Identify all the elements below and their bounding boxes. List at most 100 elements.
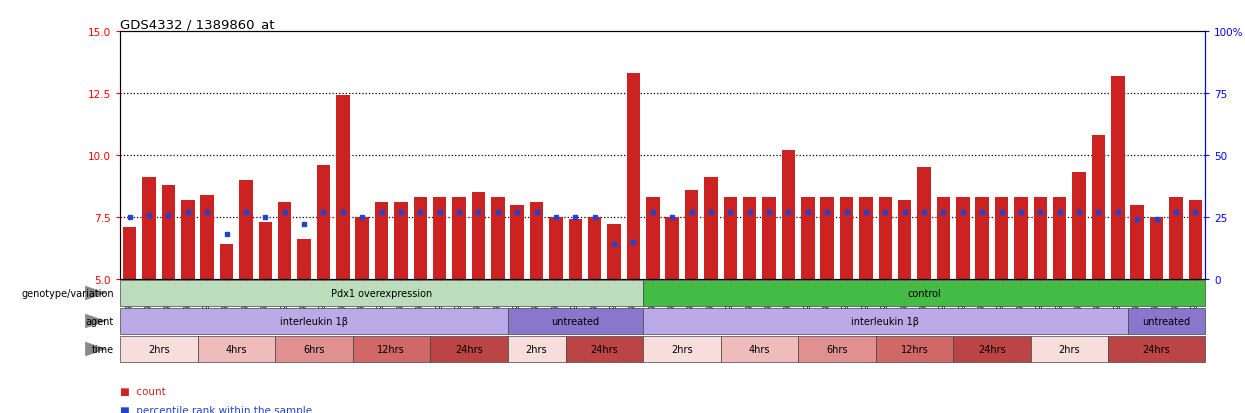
Text: ■  percentile rank within the sample: ■ percentile rank within the sample <box>120 405 312 413</box>
Bar <box>1111 76 1124 279</box>
Bar <box>278 203 291 279</box>
Bar <box>120 308 508 335</box>
Bar <box>995 198 1008 279</box>
Bar <box>705 178 717 279</box>
Bar <box>181 200 194 279</box>
Text: agent: agent <box>86 316 113 326</box>
Text: untreated: untreated <box>1142 316 1190 326</box>
Bar <box>200 195 214 279</box>
Polygon shape <box>85 286 107 301</box>
Text: 2hrs: 2hrs <box>148 344 169 354</box>
Bar <box>685 190 698 279</box>
Bar <box>508 308 644 335</box>
Text: control: control <box>908 288 941 298</box>
Text: 12hrs: 12hrs <box>900 344 929 354</box>
Bar <box>1130 205 1144 279</box>
Bar <box>762 198 776 279</box>
Bar <box>875 336 954 363</box>
Text: 24hrs: 24hrs <box>454 344 483 354</box>
Bar <box>644 280 1205 307</box>
Bar <box>413 198 427 279</box>
Bar <box>898 200 911 279</box>
Bar <box>375 203 388 279</box>
Bar <box>510 205 524 279</box>
Text: genotype/variation: genotype/variation <box>21 288 113 298</box>
Bar <box>1189 200 1203 279</box>
Bar <box>491 198 504 279</box>
Bar <box>298 240 311 279</box>
Bar <box>1169 198 1183 279</box>
Text: interleukin 1β: interleukin 1β <box>852 316 919 326</box>
Bar <box>859 198 873 279</box>
Bar <box>1072 173 1086 279</box>
Text: 2hrs: 2hrs <box>525 344 548 354</box>
Bar <box>1031 336 1108 363</box>
Bar <box>316 166 330 279</box>
Bar <box>430 336 508 363</box>
Bar <box>1108 336 1205 363</box>
Text: 2hrs: 2hrs <box>671 344 692 354</box>
Bar <box>646 198 660 279</box>
Bar <box>220 244 233 279</box>
Bar <box>954 336 1031 363</box>
Bar <box>123 228 137 279</box>
Text: interleukin 1β: interleukin 1β <box>280 316 347 326</box>
Text: 6hrs: 6hrs <box>303 344 325 354</box>
Bar <box>275 336 352 363</box>
Bar <box>644 336 721 363</box>
Bar <box>472 193 486 279</box>
Text: time: time <box>92 344 113 354</box>
Bar <box>1092 136 1106 279</box>
Bar <box>626 74 640 279</box>
Polygon shape <box>85 314 107 328</box>
Bar <box>355 218 369 279</box>
Bar <box>142 178 156 279</box>
Bar <box>798 336 875 363</box>
Bar <box>665 218 679 279</box>
Bar <box>452 198 466 279</box>
Bar <box>608 225 621 279</box>
Bar <box>1033 198 1047 279</box>
Text: 24hrs: 24hrs <box>979 344 1006 354</box>
Bar <box>723 198 737 279</box>
Bar <box>820 198 834 279</box>
Bar <box>508 336 565 363</box>
Bar <box>198 336 275 363</box>
Bar <box>975 198 989 279</box>
Bar <box>120 280 644 307</box>
Bar <box>1128 308 1205 335</box>
Bar <box>1150 218 1163 279</box>
Bar <box>352 336 430 363</box>
Text: 6hrs: 6hrs <box>827 344 848 354</box>
Bar <box>336 96 350 279</box>
Text: 12hrs: 12hrs <box>377 344 405 354</box>
Bar <box>120 336 198 363</box>
Bar <box>433 198 447 279</box>
Bar <box>1015 198 1027 279</box>
Text: 4hrs: 4hrs <box>748 344 771 354</box>
Bar <box>530 203 543 279</box>
Bar <box>644 308 1128 335</box>
Text: 4hrs: 4hrs <box>225 344 247 354</box>
Bar <box>721 336 798 363</box>
Bar <box>259 223 273 279</box>
Bar <box>840 198 853 279</box>
Bar <box>549 218 563 279</box>
Bar <box>239 180 253 279</box>
Bar <box>395 203 407 279</box>
Text: 2hrs: 2hrs <box>1058 344 1081 354</box>
Bar <box>918 168 931 279</box>
Polygon shape <box>85 342 107 356</box>
Bar <box>1053 198 1067 279</box>
Bar <box>801 198 814 279</box>
Bar <box>569 220 583 279</box>
Text: GDS4332 / 1389860_at: GDS4332 / 1389860_at <box>120 18 274 31</box>
Text: untreated: untreated <box>552 316 599 326</box>
Bar <box>588 218 601 279</box>
Bar <box>782 151 796 279</box>
Bar <box>162 185 176 279</box>
Bar <box>956 198 970 279</box>
Text: ■  count: ■ count <box>120 386 166 396</box>
Bar <box>743 198 757 279</box>
Text: 24hrs: 24hrs <box>590 344 619 354</box>
